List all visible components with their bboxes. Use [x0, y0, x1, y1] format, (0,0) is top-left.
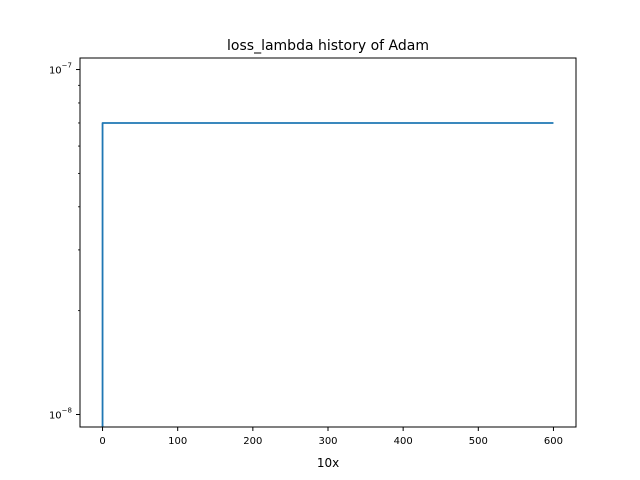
x-tick-label: 500	[469, 436, 488, 447]
y-tick-label: 10−7	[49, 62, 72, 77]
x-tick-label: 0	[99, 436, 105, 447]
series-line-0	[101, 122, 554, 427]
plot-area: 0 100 200 300 400 500 600 10−8 10−7	[49, 57, 577, 447]
x-tick-label: 300	[318, 436, 337, 447]
chart-title: loss_lambda history of Adam	[227, 38, 429, 54]
x-tick-label: 400	[394, 436, 413, 447]
x-axis-label: 10x	[317, 456, 339, 470]
x-tick-label: 200	[243, 436, 262, 447]
x-tick-label: 100	[168, 436, 187, 447]
y-tick-label: 10−8	[49, 407, 72, 422]
x-tick-label: 600	[544, 436, 563, 447]
